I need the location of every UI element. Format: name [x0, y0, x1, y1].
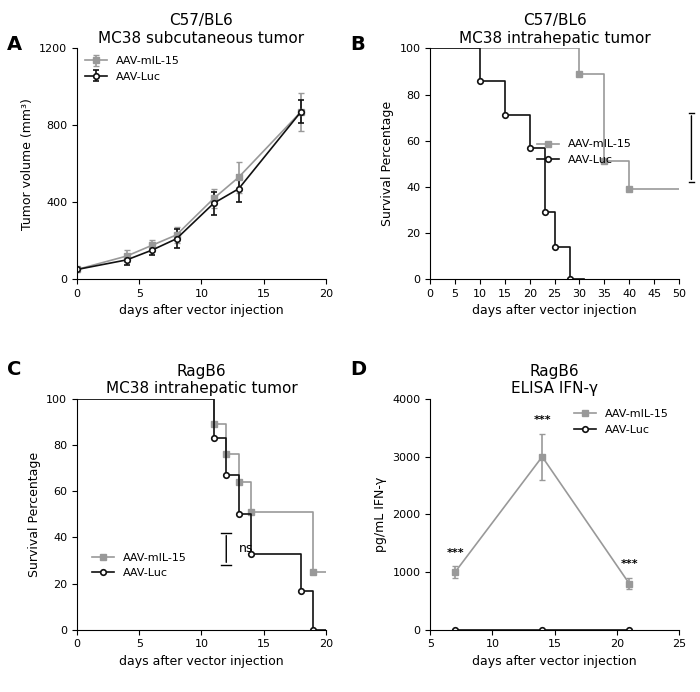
- Title: C57/BL6
MC38 subcutaneous tumor: C57/BL6 MC38 subcutaneous tumor: [98, 13, 304, 46]
- X-axis label: days after vector injection: days after vector injection: [119, 304, 284, 318]
- Y-axis label: Tumor volume (mm³): Tumor volume (mm³): [20, 98, 34, 230]
- X-axis label: days after vector injection: days after vector injection: [119, 655, 284, 668]
- Y-axis label: Survival Percentage: Survival Percentage: [28, 452, 41, 577]
- Text: B: B: [350, 35, 365, 53]
- Legend: AAV-mIL-15, AAV-Luc: AAV-mIL-15, AAV-Luc: [532, 135, 636, 170]
- Legend: AAV-mIL-15, AAV-Luc: AAV-mIL-15, AAV-Luc: [83, 54, 182, 84]
- X-axis label: days after vector injection: days after vector injection: [473, 304, 637, 318]
- Text: D: D: [350, 360, 366, 379]
- Title: C57/BL6
MC38 intrahepatic tumor: C57/BL6 MC38 intrahepatic tumor: [458, 13, 650, 46]
- Title: RagB6
MC38 intrahepatic tumor: RagB6 MC38 intrahepatic tumor: [106, 364, 298, 397]
- Text: ***: ***: [447, 547, 464, 558]
- Text: C: C: [7, 360, 22, 379]
- Y-axis label: pg/mL IFN-γ: pg/mL IFN-γ: [374, 477, 387, 552]
- Text: ***: ***: [620, 559, 638, 569]
- Y-axis label: Survival Percentage: Survival Percentage: [381, 101, 394, 226]
- Text: A: A: [7, 35, 22, 53]
- Text: ns: ns: [239, 543, 253, 556]
- Legend: AAV-mIL-15, AAV-Luc: AAV-mIL-15, AAV-Luc: [88, 548, 191, 583]
- Legend: AAV-mIL-15, AAV-Luc: AAV-mIL-15, AAV-Luc: [570, 405, 673, 439]
- Text: ***: ***: [533, 415, 551, 425]
- Title: RagB6
ELISA IFN-γ: RagB6 ELISA IFN-γ: [511, 364, 598, 397]
- X-axis label: days after vector injection: days after vector injection: [473, 655, 637, 668]
